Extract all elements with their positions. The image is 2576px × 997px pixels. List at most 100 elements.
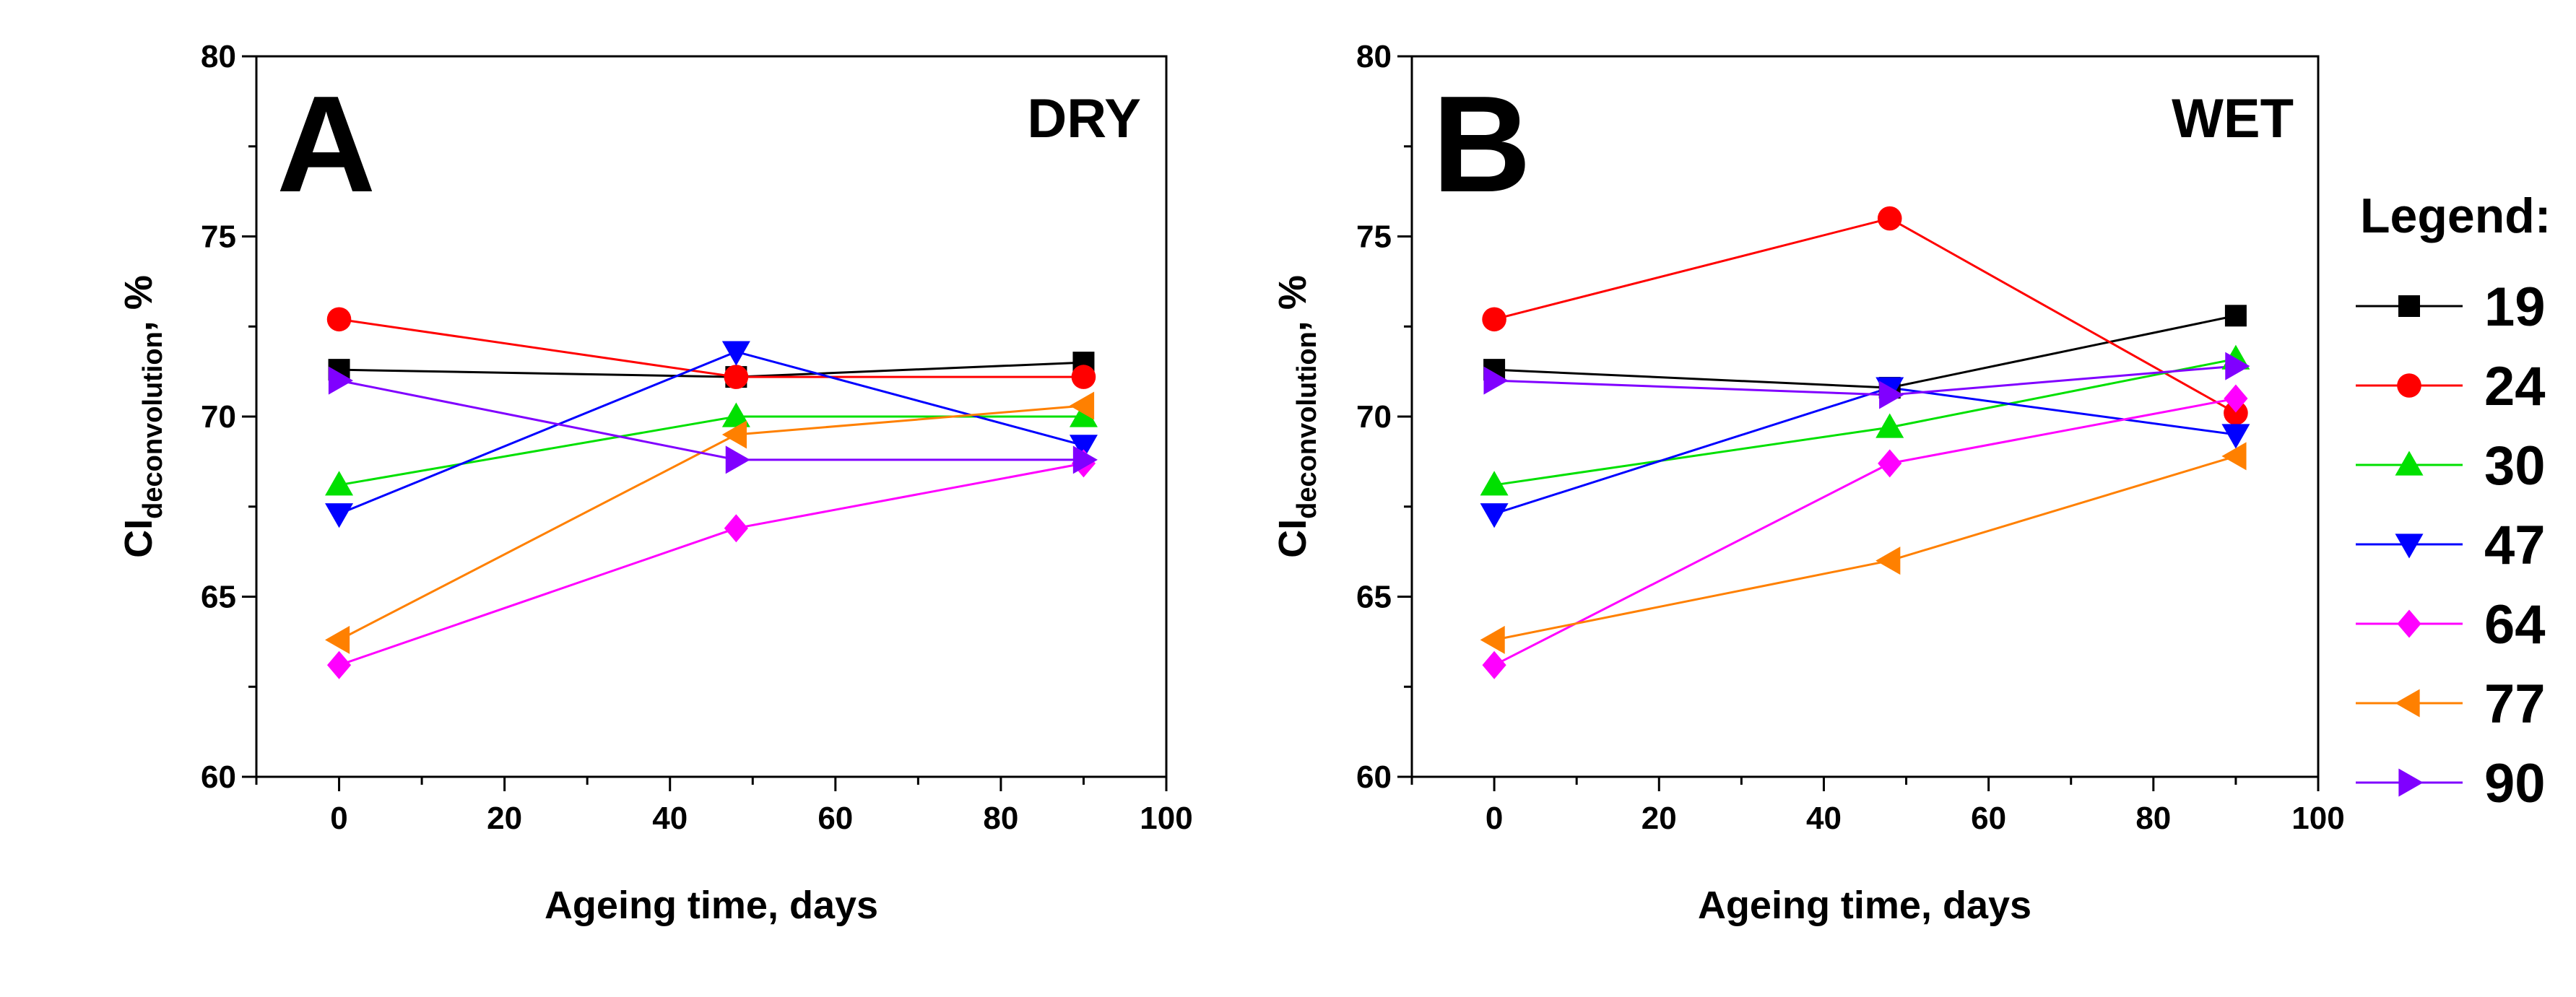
data-point-30: [1875, 413, 1904, 438]
legend-entry-19: 19: [2356, 277, 2546, 338]
data-point-30: [1069, 402, 1098, 427]
data-point-47: [1069, 435, 1098, 460]
x-tick-label-a: 60: [818, 801, 853, 836]
data-point-24: [326, 307, 352, 332]
data-point-90: [328, 366, 354, 395]
data-point-64: [2224, 384, 2248, 413]
y-tick-label-a: 80: [201, 39, 236, 74]
y-tick-label-a: 70: [201, 399, 236, 435]
legend-entry-30: 30: [2356, 435, 2546, 497]
legend-label: 24: [2484, 356, 2546, 417]
series-line-77: [338, 404, 1084, 641]
data-point-77: [721, 420, 747, 449]
data-point-90: [1879, 380, 1904, 409]
y-axis-title-a: CIdeconvolution, %: [117, 275, 168, 558]
data-point-90: [1072, 445, 1098, 474]
data-point-47: [325, 503, 354, 528]
panel-b-letter: B: [1432, 68, 1531, 221]
data-point-24: [1877, 206, 1902, 231]
legend-label: 47: [2484, 515, 2546, 576]
y-axis-title-suffix-a: , %: [117, 275, 160, 331]
data-point-64: [724, 514, 748, 543]
x-axis-ticks-a: 0 20 40 60 80 100: [255, 777, 1193, 836]
series-line-30: [339, 415, 1084, 487]
legend-label: 19: [2484, 277, 2546, 338]
panel-a-condition-label: DRY: [1027, 88, 1141, 149]
data-point-24: [1071, 365, 1096, 389]
x-tick-label-b: 40: [1806, 801, 1842, 836]
x-tick-label-a: 80: [983, 801, 1018, 836]
legend-entry-47: 47: [2356, 515, 2546, 576]
y-tick-label-b: 60: [1356, 759, 1392, 795]
data-point-64: [1482, 650, 1506, 679]
x-tick-label-a: 0: [330, 801, 347, 836]
legend: Legend: 19 24 30 47 64 77 90: [2356, 188, 2551, 814]
y-axis-title-main-b: CI: [1271, 519, 1314, 558]
series-line-19: [1494, 314, 2237, 389]
series-line-24: [339, 318, 1084, 378]
legend-entry-77: 77: [2356, 674, 2546, 735]
y-tick-label-a: 60: [201, 759, 236, 795]
x-axis-title-b: Ageing time, days: [1698, 884, 2031, 927]
series-line-47: [1493, 386, 2237, 515]
series-layer-b: [1480, 206, 2250, 679]
data-point-77: [1480, 625, 1505, 654]
data-point-90: [1483, 366, 1509, 395]
data-point-90: [2225, 352, 2250, 380]
y-tick-label-b: 80: [1356, 39, 1392, 74]
y-axis-title-sub-b: deconvolution: [1292, 331, 1322, 519]
plot-frame-b: [1410, 55, 2320, 778]
legend-marker-triangle-left: [2395, 689, 2420, 718]
x-tick-label-b: 0: [1486, 801, 1503, 836]
y-axis-ticks-a: 60 65 70 75 80: [201, 39, 256, 795]
series-line-30: [1493, 357, 2237, 487]
y-axis-title-sub-a: deconvolution: [138, 331, 168, 519]
data-point-47: [721, 341, 750, 366]
y-tick-label-b: 65: [1356, 580, 1392, 615]
series-line-64: [1493, 397, 2237, 666]
legend-entry-90: 90: [2356, 753, 2546, 814]
y-axis-title-suffix-b: , %: [1271, 275, 1314, 331]
data-point-30: [1480, 471, 1509, 496]
x-tick-label-a: 20: [487, 801, 522, 836]
data-point-77: [1069, 391, 1095, 420]
series-line-77: [1493, 455, 2237, 641]
legend-marker-triangle-up: [2395, 450, 2424, 476]
panel-b-chart: B WET 60 65 70 75 80 0 20 40 60 80 100 Ageing tim…: [1271, 39, 2345, 927]
data-point-47: [1480, 503, 1509, 528]
data-point-24: [2224, 401, 2248, 425]
x-axis-title-a: Ageing time, days: [545, 884, 878, 927]
legend-marker-triangle-down: [2395, 534, 2424, 559]
legend-marker-triangle-right: [2398, 768, 2424, 797]
y-tick-label-a: 75: [201, 219, 236, 255]
data-point-30: [721, 402, 750, 427]
data-point-90: [725, 445, 750, 474]
y-tick-label-a: 65: [201, 580, 236, 615]
data-point-24: [724, 365, 749, 389]
series-line-19: [339, 361, 1084, 378]
data-point-24: [1482, 307, 1506, 332]
legend-marker-diamond: [2397, 609, 2421, 638]
y-tick-label-b: 70: [1356, 399, 1392, 435]
data-point-77: [325, 625, 350, 654]
legend-label: 64: [2484, 594, 2546, 656]
data-point-19: [2224, 305, 2247, 327]
data-point-64: [326, 650, 352, 679]
data-point-77: [1875, 547, 1901, 575]
legend-marker-circle: [2397, 373, 2421, 398]
legend-entry-64: 64: [2356, 594, 2546, 656]
legend-label: 30: [2484, 435, 2546, 497]
legend-title: Legend:: [2360, 188, 2551, 243]
legend-label: 90: [2484, 753, 2546, 814]
panel-a-letter: A: [277, 68, 376, 221]
y-axis-ticks-b: 60 65 70 75 80: [1356, 39, 1412, 795]
x-tick-label-b: 20: [1642, 801, 1677, 836]
data-point-77: [2221, 442, 2247, 471]
legend-marker-square: [2398, 295, 2420, 317]
y-tick-label-b: 75: [1356, 219, 1392, 255]
legend-label: 77: [2484, 674, 2546, 735]
x-tick-label-b: 60: [1971, 801, 2006, 836]
legend-entries: 19 24 30 47 64 77 90: [2356, 277, 2546, 814]
y-axis-title-main-a: CI: [117, 519, 160, 558]
